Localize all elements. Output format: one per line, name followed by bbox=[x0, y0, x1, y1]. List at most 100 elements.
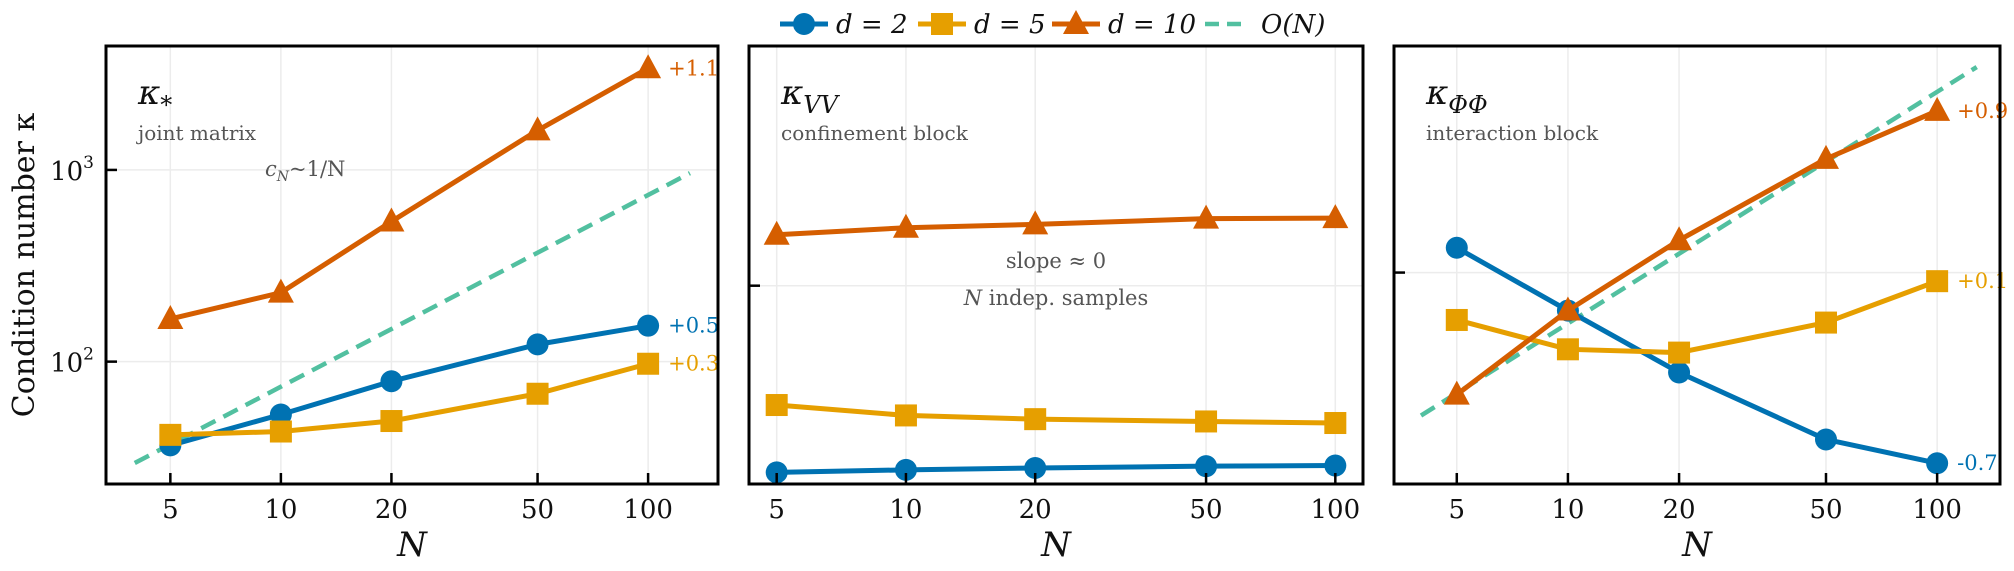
annotation-sub: N bbox=[276, 169, 290, 185]
axes-frame bbox=[747, 44, 1365, 486]
y-tick-base: 10 bbox=[50, 349, 83, 379]
data-point-marker bbox=[1324, 454, 1347, 477]
data-point-marker bbox=[637, 314, 660, 337]
x-tick-label: 5 bbox=[162, 495, 179, 525]
data-point-marker bbox=[892, 213, 919, 238]
data-point-marker bbox=[1556, 338, 1579, 361]
x-tick-label: 20 bbox=[1663, 495, 1696, 525]
data-point-marker bbox=[1443, 380, 1470, 405]
data-point-marker bbox=[1814, 428, 1837, 451]
slope-label: +0.3 bbox=[668, 352, 719, 376]
data-point-marker bbox=[763, 220, 790, 245]
data-point-marker bbox=[269, 403, 292, 426]
series-line bbox=[776, 402, 1336, 426]
x-tick-label: 100 bbox=[623, 495, 673, 525]
x-tick-label: 50 bbox=[1809, 495, 1842, 525]
series-line bbox=[169, 66, 650, 322]
legend-label: d = 10 bbox=[1108, 10, 1196, 40]
legend-triangle-icon bbox=[1063, 10, 1089, 34]
panel-subtitle: joint matrix bbox=[136, 121, 257, 145]
slope-label: -0.7 bbox=[1957, 451, 1998, 475]
series-d=5: +0.3 bbox=[159, 352, 719, 446]
series-d=5 bbox=[765, 394, 1347, 435]
data-point-marker bbox=[526, 382, 549, 405]
series-d=10: +1.1 bbox=[157, 54, 719, 329]
legend-entry: d = 2 bbox=[780, 10, 908, 40]
legend-circle-icon bbox=[793, 13, 815, 35]
annotation-rest: ~1/N bbox=[289, 157, 345, 181]
axes-frame bbox=[104, 44, 720, 486]
data-point-marker bbox=[1812, 144, 1839, 169]
x-axis-label: N bbox=[1681, 525, 1713, 565]
data-point-marker bbox=[637, 352, 660, 375]
panel-title-subscript: * bbox=[160, 91, 172, 119]
legend-square-icon bbox=[931, 13, 953, 35]
panel-title-symbol: κ bbox=[780, 73, 803, 113]
x-tick-label: 100 bbox=[1912, 495, 1962, 525]
x-tick-label: 100 bbox=[1311, 495, 1361, 525]
data-point-marker bbox=[1445, 308, 1468, 331]
x-tick-label: 5 bbox=[768, 495, 785, 525]
series-d=2 bbox=[765, 454, 1347, 484]
x-tick-label: 10 bbox=[1551, 495, 1584, 525]
legend-entry: d = 10 bbox=[1052, 10, 1196, 40]
data-point-marker bbox=[267, 278, 294, 303]
data-point-marker bbox=[378, 207, 405, 232]
axes-frame bbox=[1392, 44, 2002, 486]
annotation-italic: N bbox=[963, 286, 983, 310]
x-tick-label: 20 bbox=[375, 495, 408, 525]
series-line bbox=[1455, 108, 1939, 397]
x-axis-label: N bbox=[1040, 525, 1072, 565]
legend-label: d = 2 bbox=[836, 10, 908, 40]
panel-title-symbol: κ bbox=[137, 73, 160, 113]
data-point-marker bbox=[1024, 456, 1047, 479]
panel-subtitle: interaction block bbox=[1426, 121, 1599, 145]
series-line bbox=[776, 215, 1336, 238]
series-line bbox=[1455, 245, 1938, 466]
scaling-annotation: cN~1/N bbox=[265, 157, 345, 185]
data-point-marker bbox=[1666, 226, 1693, 251]
data-point-marker bbox=[526, 333, 549, 356]
samples-annotation: N indep. samples bbox=[963, 286, 1149, 310]
legend-entry: d = 5 bbox=[918, 10, 1046, 40]
data-point-marker bbox=[765, 461, 788, 484]
x-tick-label: 10 bbox=[264, 495, 297, 525]
data-point-marker bbox=[1554, 296, 1581, 321]
panel-title-subscript: ΦΦ bbox=[1448, 91, 1487, 119]
series-line bbox=[776, 463, 1336, 475]
data-point-marker bbox=[1668, 361, 1691, 384]
panel-subtitle: confinement block bbox=[781, 121, 969, 145]
data-point-marker bbox=[635, 54, 662, 79]
panel-title: κVV bbox=[780, 73, 841, 119]
data-point-marker bbox=[380, 410, 403, 433]
data-point-marker bbox=[1195, 455, 1218, 478]
slope-annotation: slope ≈ 0 bbox=[1006, 249, 1106, 273]
data-point-marker bbox=[269, 420, 292, 443]
data-point-marker bbox=[1024, 408, 1047, 431]
x-tick-label: 5 bbox=[1449, 495, 1466, 525]
data-point-marker bbox=[1926, 452, 1949, 475]
data-point-marker bbox=[1668, 341, 1691, 364]
data-point-marker bbox=[765, 394, 788, 417]
y-tick-exponent: 2 bbox=[83, 345, 94, 365]
slope-label: +1.1 bbox=[668, 56, 719, 80]
series-d=10 bbox=[763, 204, 1349, 245]
x-tick-label: 10 bbox=[889, 495, 922, 525]
reference-line-o-n bbox=[1419, 65, 1978, 418]
annotation-text: indep. samples bbox=[982, 286, 1148, 310]
legend-label: O(N) bbox=[1261, 10, 1325, 40]
legend-label: d = 5 bbox=[974, 10, 1046, 40]
slope-label: +0.5 bbox=[668, 314, 719, 338]
data-point-marker bbox=[524, 116, 551, 141]
data-point-marker bbox=[1022, 210, 1049, 235]
data-point-marker bbox=[1322, 204, 1349, 229]
data-point-marker bbox=[1195, 410, 1218, 433]
data-point-marker bbox=[157, 304, 184, 329]
x-tick-label: 50 bbox=[521, 495, 554, 525]
reference-line-o-n bbox=[133, 171, 691, 465]
data-point-marker bbox=[380, 370, 403, 393]
legend: d = 2 d = 5 d = 10 O(N) bbox=[780, 10, 1325, 40]
data-point-marker bbox=[159, 423, 182, 446]
